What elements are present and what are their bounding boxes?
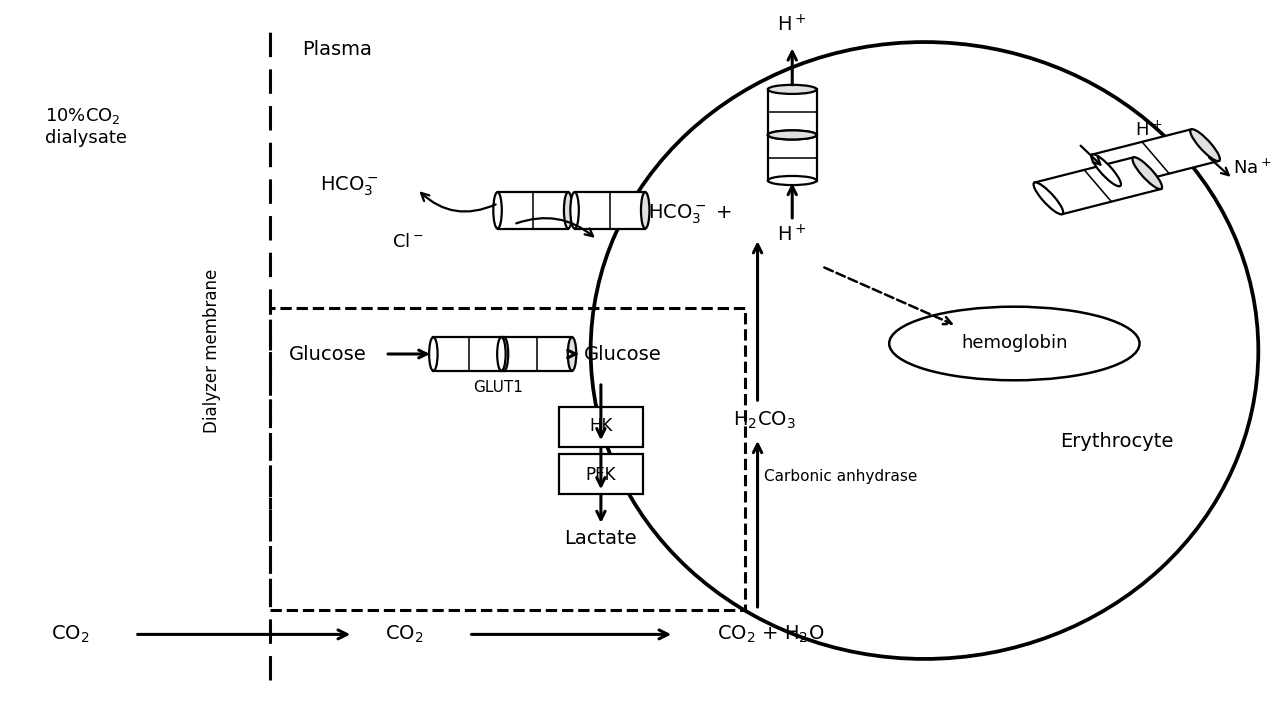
Text: H$_2$CO$_3$: H$_2$CO$_3$ (733, 410, 795, 431)
Bar (574, 192, 645, 229)
Bar (497, 192, 568, 229)
Text: Carbonic anhydrase: Carbonic anhydrase (764, 469, 918, 484)
Ellipse shape (768, 176, 817, 185)
Bar (433, 337, 503, 371)
Text: Lactate: Lactate (565, 529, 637, 548)
Text: H$^+$: H$^+$ (778, 14, 806, 35)
Ellipse shape (499, 337, 508, 371)
Text: Glucose: Glucose (584, 344, 661, 364)
Text: H$^+$: H$^+$ (1135, 120, 1163, 139)
Bar (501, 337, 571, 371)
Text: H$^+$: H$^+$ (778, 224, 806, 245)
Text: GLUT1: GLUT1 (474, 380, 523, 395)
Text: Dialyzer membrane: Dialyzer membrane (203, 268, 221, 433)
Text: Plasma: Plasma (302, 39, 371, 59)
Text: CO$_2$ + H$_2$O: CO$_2$ + H$_2$O (716, 624, 824, 645)
Ellipse shape (768, 130, 817, 139)
Ellipse shape (564, 192, 573, 229)
Text: 10%CO$_2$
dialysate: 10%CO$_2$ dialysate (45, 106, 127, 147)
Text: CO$_2$: CO$_2$ (385, 624, 424, 645)
Ellipse shape (889, 307, 1140, 380)
Text: HCO$_3^-$: HCO$_3^-$ (320, 174, 379, 198)
Bar (768, 89, 817, 135)
Ellipse shape (768, 130, 817, 139)
Text: Glucose: Glucose (289, 344, 366, 364)
Ellipse shape (768, 85, 817, 94)
Text: Erythrocyte: Erythrocyte (1061, 432, 1174, 451)
Text: HK: HK (589, 417, 612, 435)
Ellipse shape (497, 337, 506, 371)
Ellipse shape (1190, 129, 1220, 161)
Text: CO$_2$: CO$_2$ (51, 624, 90, 645)
Polygon shape (1035, 157, 1161, 215)
Ellipse shape (1034, 182, 1063, 215)
Ellipse shape (429, 337, 438, 371)
Ellipse shape (1091, 154, 1121, 186)
FancyBboxPatch shape (559, 454, 643, 494)
Ellipse shape (1132, 157, 1162, 189)
Text: HCO$_3^-$ +: HCO$_3^-$ + (648, 202, 732, 226)
Text: PFK: PFK (586, 466, 616, 484)
Text: hemoglobin: hemoglobin (962, 334, 1067, 353)
Ellipse shape (641, 192, 650, 229)
FancyBboxPatch shape (559, 407, 643, 447)
Bar (768, 135, 817, 180)
Ellipse shape (570, 192, 579, 229)
Ellipse shape (568, 337, 577, 371)
Ellipse shape (591, 42, 1258, 659)
Polygon shape (1093, 129, 1219, 186)
Text: Na$^+$: Na$^+$ (1233, 158, 1271, 178)
Ellipse shape (493, 192, 502, 229)
Text: Cl$^-$: Cl$^-$ (392, 233, 422, 251)
Bar (270, 308, 745, 610)
